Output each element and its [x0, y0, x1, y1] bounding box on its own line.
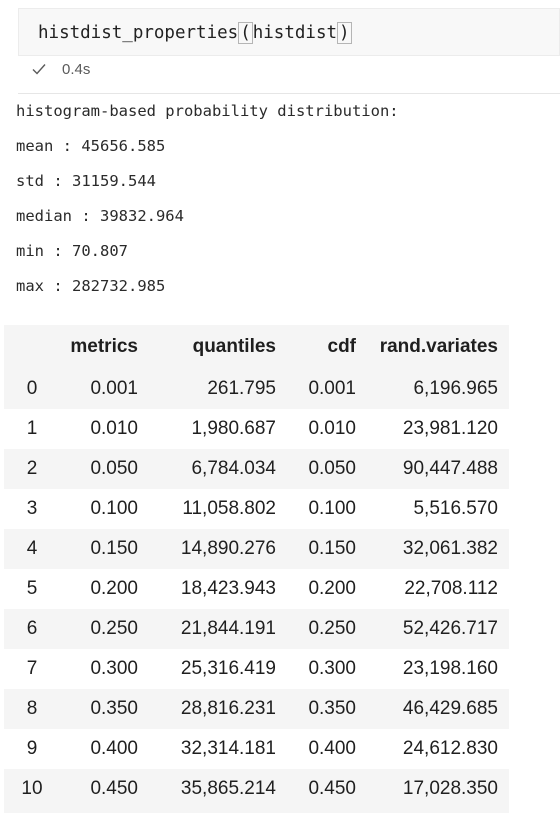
cell-quantiles: 21,844.191: [149, 609, 287, 649]
execution-status: 0.4s: [30, 58, 90, 80]
cell-quantiles: 18,423.943: [149, 569, 287, 609]
table-row: 0 0.001 261.795 0.001 6,196.965: [4, 369, 509, 409]
output-line-mean: mean : 45656.585: [16, 137, 166, 155]
header-metrics: metrics: [60, 325, 149, 369]
table-header-row: metrics quantiles cdf rand.variates: [4, 325, 509, 369]
cell-cdf: 0.001: [287, 369, 367, 409]
cell-metrics: 0.450: [60, 769, 149, 809]
table-row: 6 0.250 21,844.191 0.250 52,426.717: [4, 609, 509, 649]
cell-cdf: 0.010: [287, 409, 367, 449]
cell-index: 10: [4, 769, 60, 809]
cell-metrics: 0.050: [60, 449, 149, 489]
output-heading: histogram-based probability distribution…: [16, 102, 399, 120]
cell-index: 1: [4, 409, 60, 449]
output-line-min: min : 70.807: [16, 242, 128, 260]
table-row: 4 0.150 14,890.276 0.150 32,061.382: [4, 529, 509, 569]
cell-cdf: 0.150: [287, 529, 367, 569]
cell-index: 9: [4, 729, 60, 769]
cell-metrics: 0.400: [60, 729, 149, 769]
cell-cdf: 0.400: [287, 729, 367, 769]
output-line-median: median : 39832.964: [16, 207, 184, 225]
header-cdf: cdf: [287, 325, 367, 369]
cell-cdf: 0.250: [287, 609, 367, 649]
table-bottom-edge: [4, 806, 509, 813]
cell-cdf: 0.200: [287, 569, 367, 609]
cell-quantiles: 261.795: [149, 369, 287, 409]
header-index: [4, 325, 60, 369]
header-quantiles: quantiles: [149, 325, 287, 369]
cell-metrics: 0.200: [60, 569, 149, 609]
table-row: 3 0.100 11,058.802 0.100 5,516.570: [4, 489, 509, 529]
cell-metrics: 0.100: [60, 489, 149, 529]
output-line-std: std : 31159.544: [16, 172, 156, 190]
cell-metrics: 0.300: [60, 649, 149, 689]
execution-time: 0.4s: [62, 60, 91, 78]
cell-quantiles: 35,865.214: [149, 769, 287, 809]
close-paren-highlight: ): [337, 22, 352, 44]
code-line: histdist_properties(histdist): [38, 20, 352, 46]
cell-cdf: 0.050: [287, 449, 367, 489]
table-row: 1 0.010 1,980.687 0.010 23,981.120: [4, 409, 509, 449]
cell-metrics: 0.150: [60, 529, 149, 569]
cell-metrics: 0.250: [60, 609, 149, 649]
cell-quantiles: 6,784.034: [149, 449, 287, 489]
cell-quantiles: 28,816.231: [149, 689, 287, 729]
cell-quantiles: 11,058.802: [149, 489, 287, 529]
cell-gutter: [0, 0, 18, 94]
cell-rand-variates: 17,028.350: [367, 769, 509, 809]
cell-index: 4: [4, 529, 60, 569]
cell-rand-variates: 22,708.112: [367, 569, 509, 609]
cell-quantiles: 14,890.276: [149, 529, 287, 569]
open-paren-highlight: (: [238, 22, 253, 44]
code-cell[interactable]: histdist_properties(histdist) 0.4s: [0, 0, 560, 94]
cell-quantiles: 32,314.181: [149, 729, 287, 769]
header-rand-variates: rand.variates: [367, 325, 509, 369]
cell-metrics: 0.350: [60, 689, 149, 729]
cell-cdf: 0.350: [287, 689, 367, 729]
code-editor[interactable]: [18, 8, 560, 56]
cell-rand-variates: 24,612.830: [367, 729, 509, 769]
cell-index: 2: [4, 449, 60, 489]
cell-cdf: 0.300: [287, 649, 367, 689]
cell-index: 3: [4, 489, 60, 529]
cell-rand-variates: 6,196.965: [367, 369, 509, 409]
table-row: 9 0.400 32,314.181 0.400 24,612.830: [4, 729, 509, 769]
output-line-max: max : 282732.985: [16, 277, 166, 295]
results-table: metrics quantiles cdf rand.variates 0 0.0…: [4, 325, 509, 809]
cell-quantiles: 25,316.419: [149, 649, 287, 689]
cell-index: 5: [4, 569, 60, 609]
cell-index: 6: [4, 609, 60, 649]
code-argument: histdist: [252, 23, 338, 43]
cell-rand-variates: 23,981.120: [367, 409, 509, 449]
table-row: 8 0.350 28,816.231 0.350 46,429.685: [4, 689, 509, 729]
cell-cdf: 0.100: [287, 489, 367, 529]
cell-index: 8: [4, 689, 60, 729]
code-function-name: histdist_properties: [38, 23, 239, 43]
cell-rand-variates: 5,516.570: [367, 489, 509, 529]
cell-rand-variates: 23,198.160: [367, 649, 509, 689]
cell-rand-variates: 32,061.382: [367, 529, 509, 569]
cell-cdf: 0.450: [287, 769, 367, 809]
table-row: 10 0.450 35,865.214 0.450 17,028.350: [4, 769, 509, 809]
cell-rand-variates: 52,426.717: [367, 609, 509, 649]
cell-rand-variates: 46,429.685: [367, 689, 509, 729]
check-icon: [32, 64, 46, 75]
cell-index: 0: [4, 369, 60, 409]
cell-quantiles: 1,980.687: [149, 409, 287, 449]
cell-index: 7: [4, 649, 60, 689]
table-row: 5 0.200 18,423.943 0.200 22,708.112: [4, 569, 509, 609]
cell-metrics: 0.001: [60, 369, 149, 409]
cell-rand-variates: 90,447.488: [367, 449, 509, 489]
table-row: 2 0.050 6,784.034 0.050 90,447.488: [4, 449, 509, 489]
table-row: 7 0.300 25,316.419 0.300 23,198.160: [4, 649, 509, 689]
cell-metrics: 0.010: [60, 409, 149, 449]
